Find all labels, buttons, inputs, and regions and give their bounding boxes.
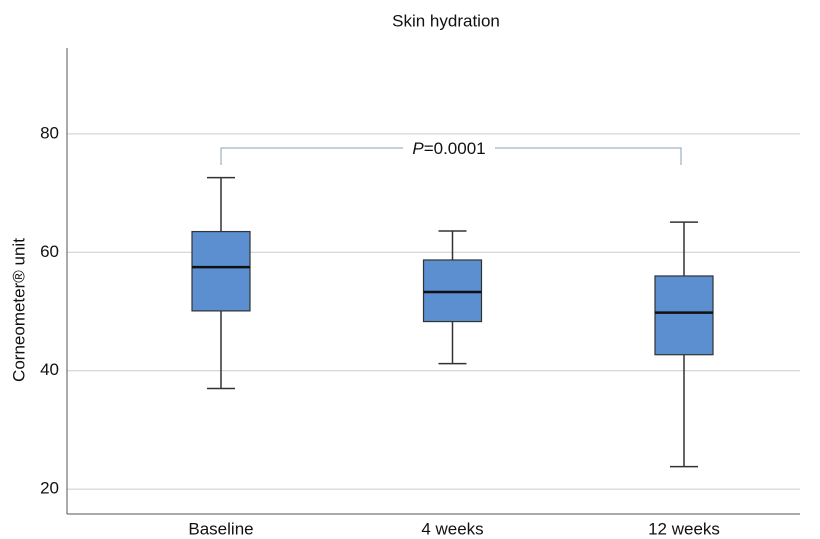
y-tick-label: 20 bbox=[40, 479, 59, 498]
y-tick-label: 80 bbox=[40, 123, 59, 142]
x-tick-label: Baseline bbox=[188, 519, 253, 538]
x-tick-label: 4 weeks bbox=[421, 519, 483, 538]
box bbox=[654, 275, 714, 356]
x-tick-label: 12 weeks bbox=[648, 519, 720, 538]
y-axis-label: Corneometer® unit bbox=[9, 238, 28, 382]
annotation-text: =0.0001 bbox=[424, 139, 486, 158]
y-tick-label: 40 bbox=[40, 360, 59, 379]
y-tick-label: 60 bbox=[40, 242, 59, 261]
annotation-bg bbox=[403, 140, 495, 158]
annotation-italic: P bbox=[412, 139, 424, 158]
chart-title: Skin hydration bbox=[392, 11, 500, 30]
annotation: P=0.0001 bbox=[412, 139, 485, 158]
box bbox=[191, 230, 251, 312]
